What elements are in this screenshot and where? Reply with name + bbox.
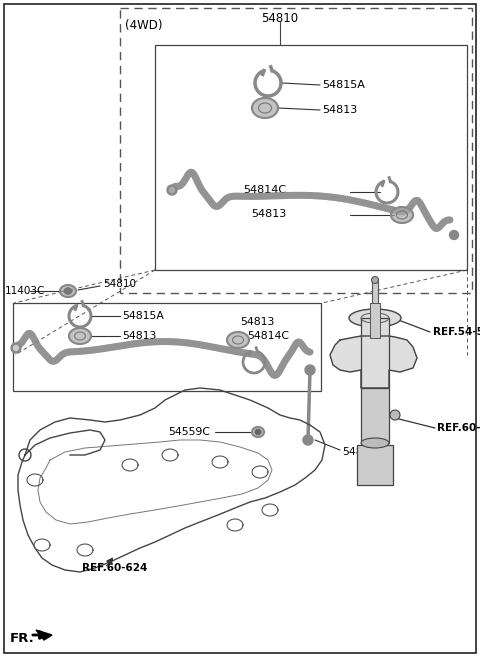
Text: 54559C: 54559C — [168, 427, 210, 437]
Text: FR.: FR. — [10, 631, 35, 645]
Circle shape — [390, 410, 400, 420]
Polygon shape — [69, 328, 91, 344]
Bar — [155, 45, 467, 270]
Polygon shape — [330, 336, 417, 388]
Circle shape — [305, 365, 315, 375]
Text: 54815A: 54815A — [322, 80, 365, 90]
Circle shape — [167, 185, 177, 195]
Polygon shape — [227, 332, 249, 348]
Bar — [357, 445, 393, 485]
Bar — [361, 318, 389, 388]
Circle shape — [372, 277, 379, 284]
Text: 54813: 54813 — [240, 317, 275, 327]
Circle shape — [169, 187, 175, 193]
Bar — [372, 280, 378, 315]
Polygon shape — [252, 98, 278, 118]
Bar — [361, 388, 389, 443]
Circle shape — [11, 343, 21, 353]
Polygon shape — [391, 207, 413, 223]
Circle shape — [303, 435, 313, 445]
Text: 54813: 54813 — [322, 105, 357, 115]
Circle shape — [449, 231, 458, 240]
Text: 54814C: 54814C — [243, 185, 286, 195]
Text: 54814C: 54814C — [247, 331, 289, 341]
Polygon shape — [252, 427, 264, 437]
Text: 54830A: 54830A — [342, 447, 384, 457]
Bar — [370, 303, 380, 338]
Text: 54815A: 54815A — [122, 311, 164, 321]
Text: 54810: 54810 — [262, 12, 299, 24]
Circle shape — [13, 346, 19, 350]
Bar — [13, 303, 321, 391]
Text: 54813: 54813 — [251, 209, 286, 219]
Text: REF.60-624: REF.60-624 — [437, 423, 480, 433]
Text: (4WD): (4WD) — [125, 18, 163, 32]
Polygon shape — [60, 285, 76, 297]
Ellipse shape — [361, 438, 389, 448]
Circle shape — [255, 430, 261, 434]
Bar — [120, 8, 472, 293]
Text: REF.60-624: REF.60-624 — [82, 563, 147, 573]
Circle shape — [65, 288, 71, 294]
Text: 11403C: 11403C — [5, 286, 46, 296]
Text: 54813: 54813 — [122, 331, 156, 341]
Polygon shape — [36, 630, 52, 640]
Ellipse shape — [349, 309, 401, 327]
Text: REF.54-546: REF.54-546 — [433, 327, 480, 337]
Text: 54810: 54810 — [103, 279, 136, 289]
